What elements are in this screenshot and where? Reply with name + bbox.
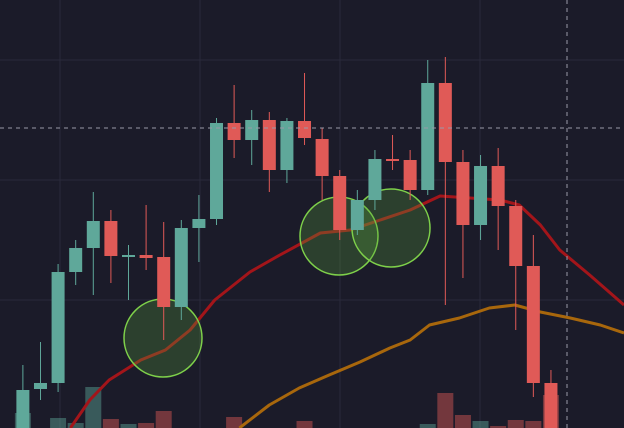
volume-bar bbox=[454, 415, 471, 428]
volume-bar bbox=[490, 426, 507, 428]
candle-body bbox=[174, 228, 188, 307]
volume-bar bbox=[472, 421, 489, 428]
volume-bar bbox=[50, 418, 67, 428]
candle-body bbox=[86, 221, 100, 248]
volume-bar bbox=[120, 424, 137, 428]
candle-body bbox=[333, 176, 347, 230]
highlight-circle bbox=[123, 298, 203, 378]
volume-bar bbox=[226, 417, 243, 428]
volume-bar bbox=[296, 421, 313, 428]
candle-body bbox=[456, 162, 470, 225]
candle-body bbox=[157, 257, 171, 307]
candle-body bbox=[368, 159, 382, 200]
ma-layer bbox=[69, 194, 624, 428]
candle-body bbox=[104, 221, 118, 256]
volume-bar bbox=[419, 424, 436, 428]
volume-bar bbox=[437, 393, 454, 428]
candle-body bbox=[526, 266, 540, 383]
candle-body bbox=[121, 255, 135, 257]
candle-body bbox=[491, 166, 505, 206]
candle-body bbox=[16, 390, 30, 428]
candles-layer bbox=[16, 57, 558, 428]
volume-bar bbox=[155, 411, 172, 428]
candle-body bbox=[298, 121, 312, 138]
candle-body bbox=[474, 166, 488, 225]
candle-body bbox=[280, 121, 294, 170]
volume-bar bbox=[67, 423, 84, 428]
candle-body bbox=[509, 206, 523, 266]
candle-body bbox=[403, 160, 417, 190]
candle-body bbox=[51, 272, 65, 383]
volume-bar bbox=[525, 421, 542, 428]
candle-body bbox=[421, 83, 435, 190]
candle-body bbox=[69, 248, 83, 272]
candle-body bbox=[315, 139, 329, 176]
candle-body bbox=[227, 123, 241, 140]
candle-body bbox=[210, 123, 224, 219]
candle-body bbox=[544, 383, 558, 428]
candle-body bbox=[386, 159, 400, 161]
volume-bar bbox=[85, 387, 102, 428]
candle-body bbox=[438, 83, 452, 162]
volume-bar bbox=[138, 423, 155, 428]
moving-average bbox=[69, 194, 624, 428]
candle-body bbox=[350, 200, 364, 230]
candle-body bbox=[262, 120, 276, 170]
candle-body bbox=[245, 120, 259, 140]
candle-body bbox=[192, 219, 206, 228]
volume-bar bbox=[102, 419, 119, 428]
candle-body bbox=[33, 383, 47, 389]
moving-average bbox=[238, 303, 624, 428]
volume-bar bbox=[507, 420, 524, 428]
candle-body bbox=[139, 255, 153, 258]
